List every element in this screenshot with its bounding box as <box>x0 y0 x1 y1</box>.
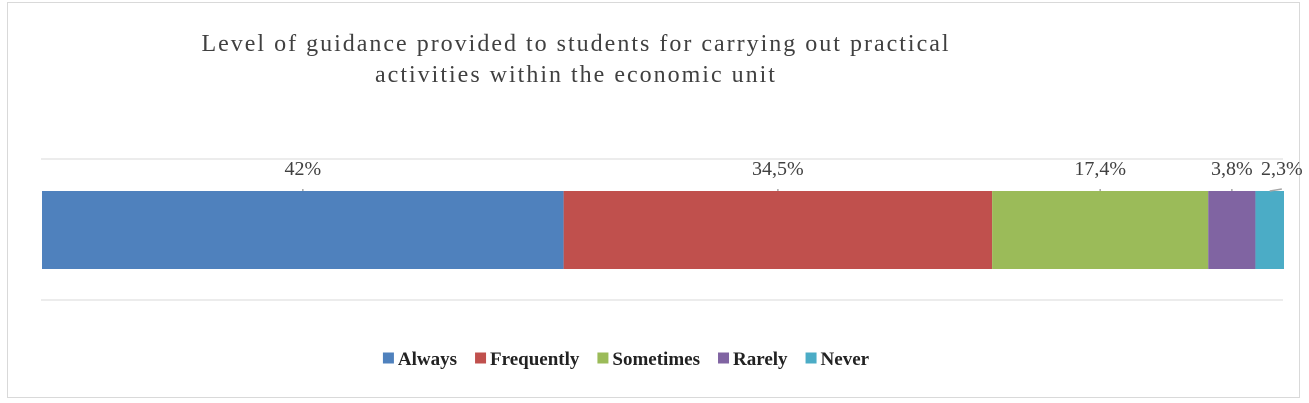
bar-sometimes <box>992 191 1209 269</box>
legend-label-always: Always <box>398 349 457 370</box>
bar-rarely <box>1208 191 1256 269</box>
legend-label-frequently: Frequently <box>490 349 580 370</box>
legend-label-sometimes: Sometimes <box>612 349 700 370</box>
data-label-sometimes: 17,4% <box>1074 158 1126 180</box>
legend-swatch-rarely <box>718 352 730 364</box>
legend-label-never: Never <box>821 349 870 370</box>
legend-swatch-never <box>805 352 817 364</box>
bar-frequently <box>563 191 993 269</box>
bar-never <box>1255 191 1284 269</box>
leader-line-never <box>1269 188 1282 192</box>
data-labels-group: 42% 34,5% 17,4% 3,8% 2,3% <box>284 158 1303 192</box>
legend-swatch-always <box>382 352 394 364</box>
data-label-frequently: 34,5% <box>752 158 804 180</box>
bars-group <box>42 191 1284 269</box>
legend-swatch-sometimes <box>597 352 609 364</box>
bar-always <box>42 191 564 269</box>
legend: Always Frequently Sometimes Rarely Never <box>382 349 870 370</box>
data-label-always: 42% <box>284 158 321 180</box>
legend-swatch-frequently <box>475 352 487 364</box>
data-label-never: 2,3% <box>1261 158 1303 180</box>
legend-label-rarely: Rarely <box>733 349 788 370</box>
chart-title-line-2: activities within the economic unit <box>375 62 777 88</box>
data-label-rarely: 3,8% <box>1211 158 1253 180</box>
chart-title-line-1: Level of guidance provided to students f… <box>201 31 950 57</box>
